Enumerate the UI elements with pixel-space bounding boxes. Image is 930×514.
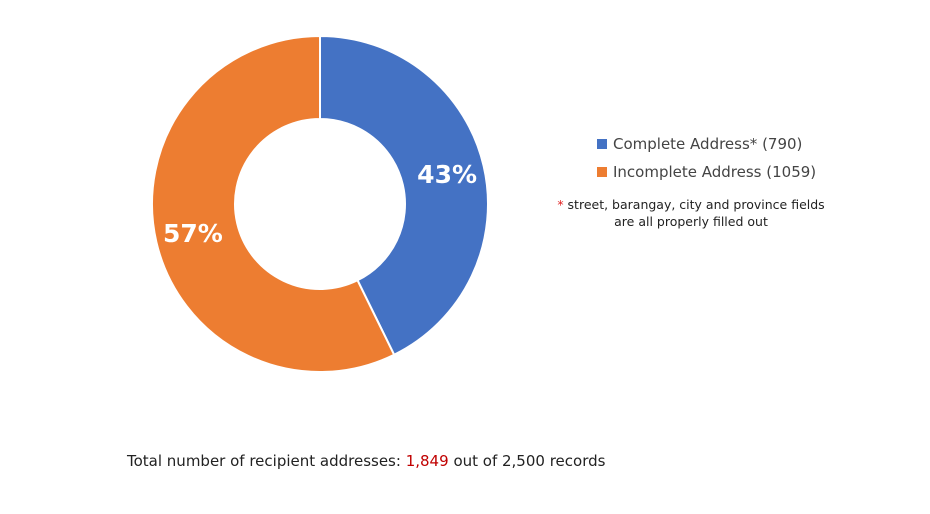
- total-value: 1,849: [405, 452, 449, 470]
- footnote-asterisk: *: [557, 197, 564, 212]
- chart-legend: Complete Address* (790) Incomplete Addre…: [597, 130, 816, 186]
- legend-label-incomplete: Incomplete Address (1059): [613, 163, 817, 181]
- legend-footnote: * street, barangay, city and province fi…: [556, 196, 826, 230]
- slice-incomplete: [151, 34, 396, 373]
- total-prefix: Total number of recipient addresses:: [127, 452, 401, 470]
- legend-item-complete: Complete Address* (790): [597, 130, 816, 158]
- footnote-line-1: street, barangay, city and province fiel…: [567, 197, 825, 212]
- footnote-line-2: are all properly filled out: [614, 214, 768, 229]
- donut-chart: 43% 57%: [151, 34, 489, 373]
- legend-label-complete: Complete Address* (790): [613, 135, 803, 153]
- slice-label-incomplete: 57%: [163, 219, 223, 248]
- legend-item-incomplete: Incomplete Address (1059): [597, 158, 816, 186]
- slice-complete: [319, 34, 489, 357]
- total-suffix: out of 2,500 records: [453, 452, 606, 470]
- legend-swatch-incomplete: [597, 167, 607, 177]
- slice-label-complete: 43%: [417, 160, 477, 189]
- total-records-caption: Total number of recipient addresses: 1,8…: [127, 452, 605, 470]
- legend-swatch-complete: [597, 139, 607, 149]
